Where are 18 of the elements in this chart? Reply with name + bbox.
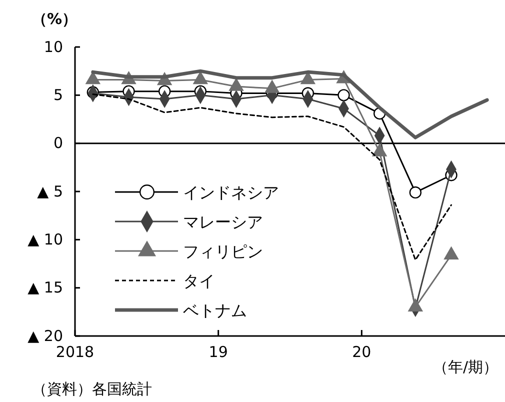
legend-label: フィリピン (183, 242, 263, 261)
x-tick-label: 19 (208, 343, 228, 361)
x-tick-label: 2018 (56, 343, 94, 361)
y-tick-label: ▲ 10 (28, 230, 63, 248)
y-tick-label: ▲ 5 (37, 182, 63, 200)
legend-label: ベトナム (183, 301, 247, 320)
y-tick-label: 5 (53, 86, 63, 104)
y-tick-label: ▲ 20 (28, 326, 63, 345)
y-tick-label: 10 (44, 38, 63, 56)
x-axis-title: （年/期） (432, 358, 498, 376)
y-tick-label: ▲ 15 (28, 278, 63, 297)
text: （資料）各国統計 (32, 380, 152, 398)
legend-label: タイ (183, 272, 215, 290)
legend-label: マレーシア (183, 212, 263, 232)
y-tick-label: 0 (53, 134, 63, 152)
x-tick-label: 20 (352, 343, 372, 361)
legend-label: インドネシア (183, 183, 279, 202)
y-axis-title: （%） (32, 10, 78, 28)
